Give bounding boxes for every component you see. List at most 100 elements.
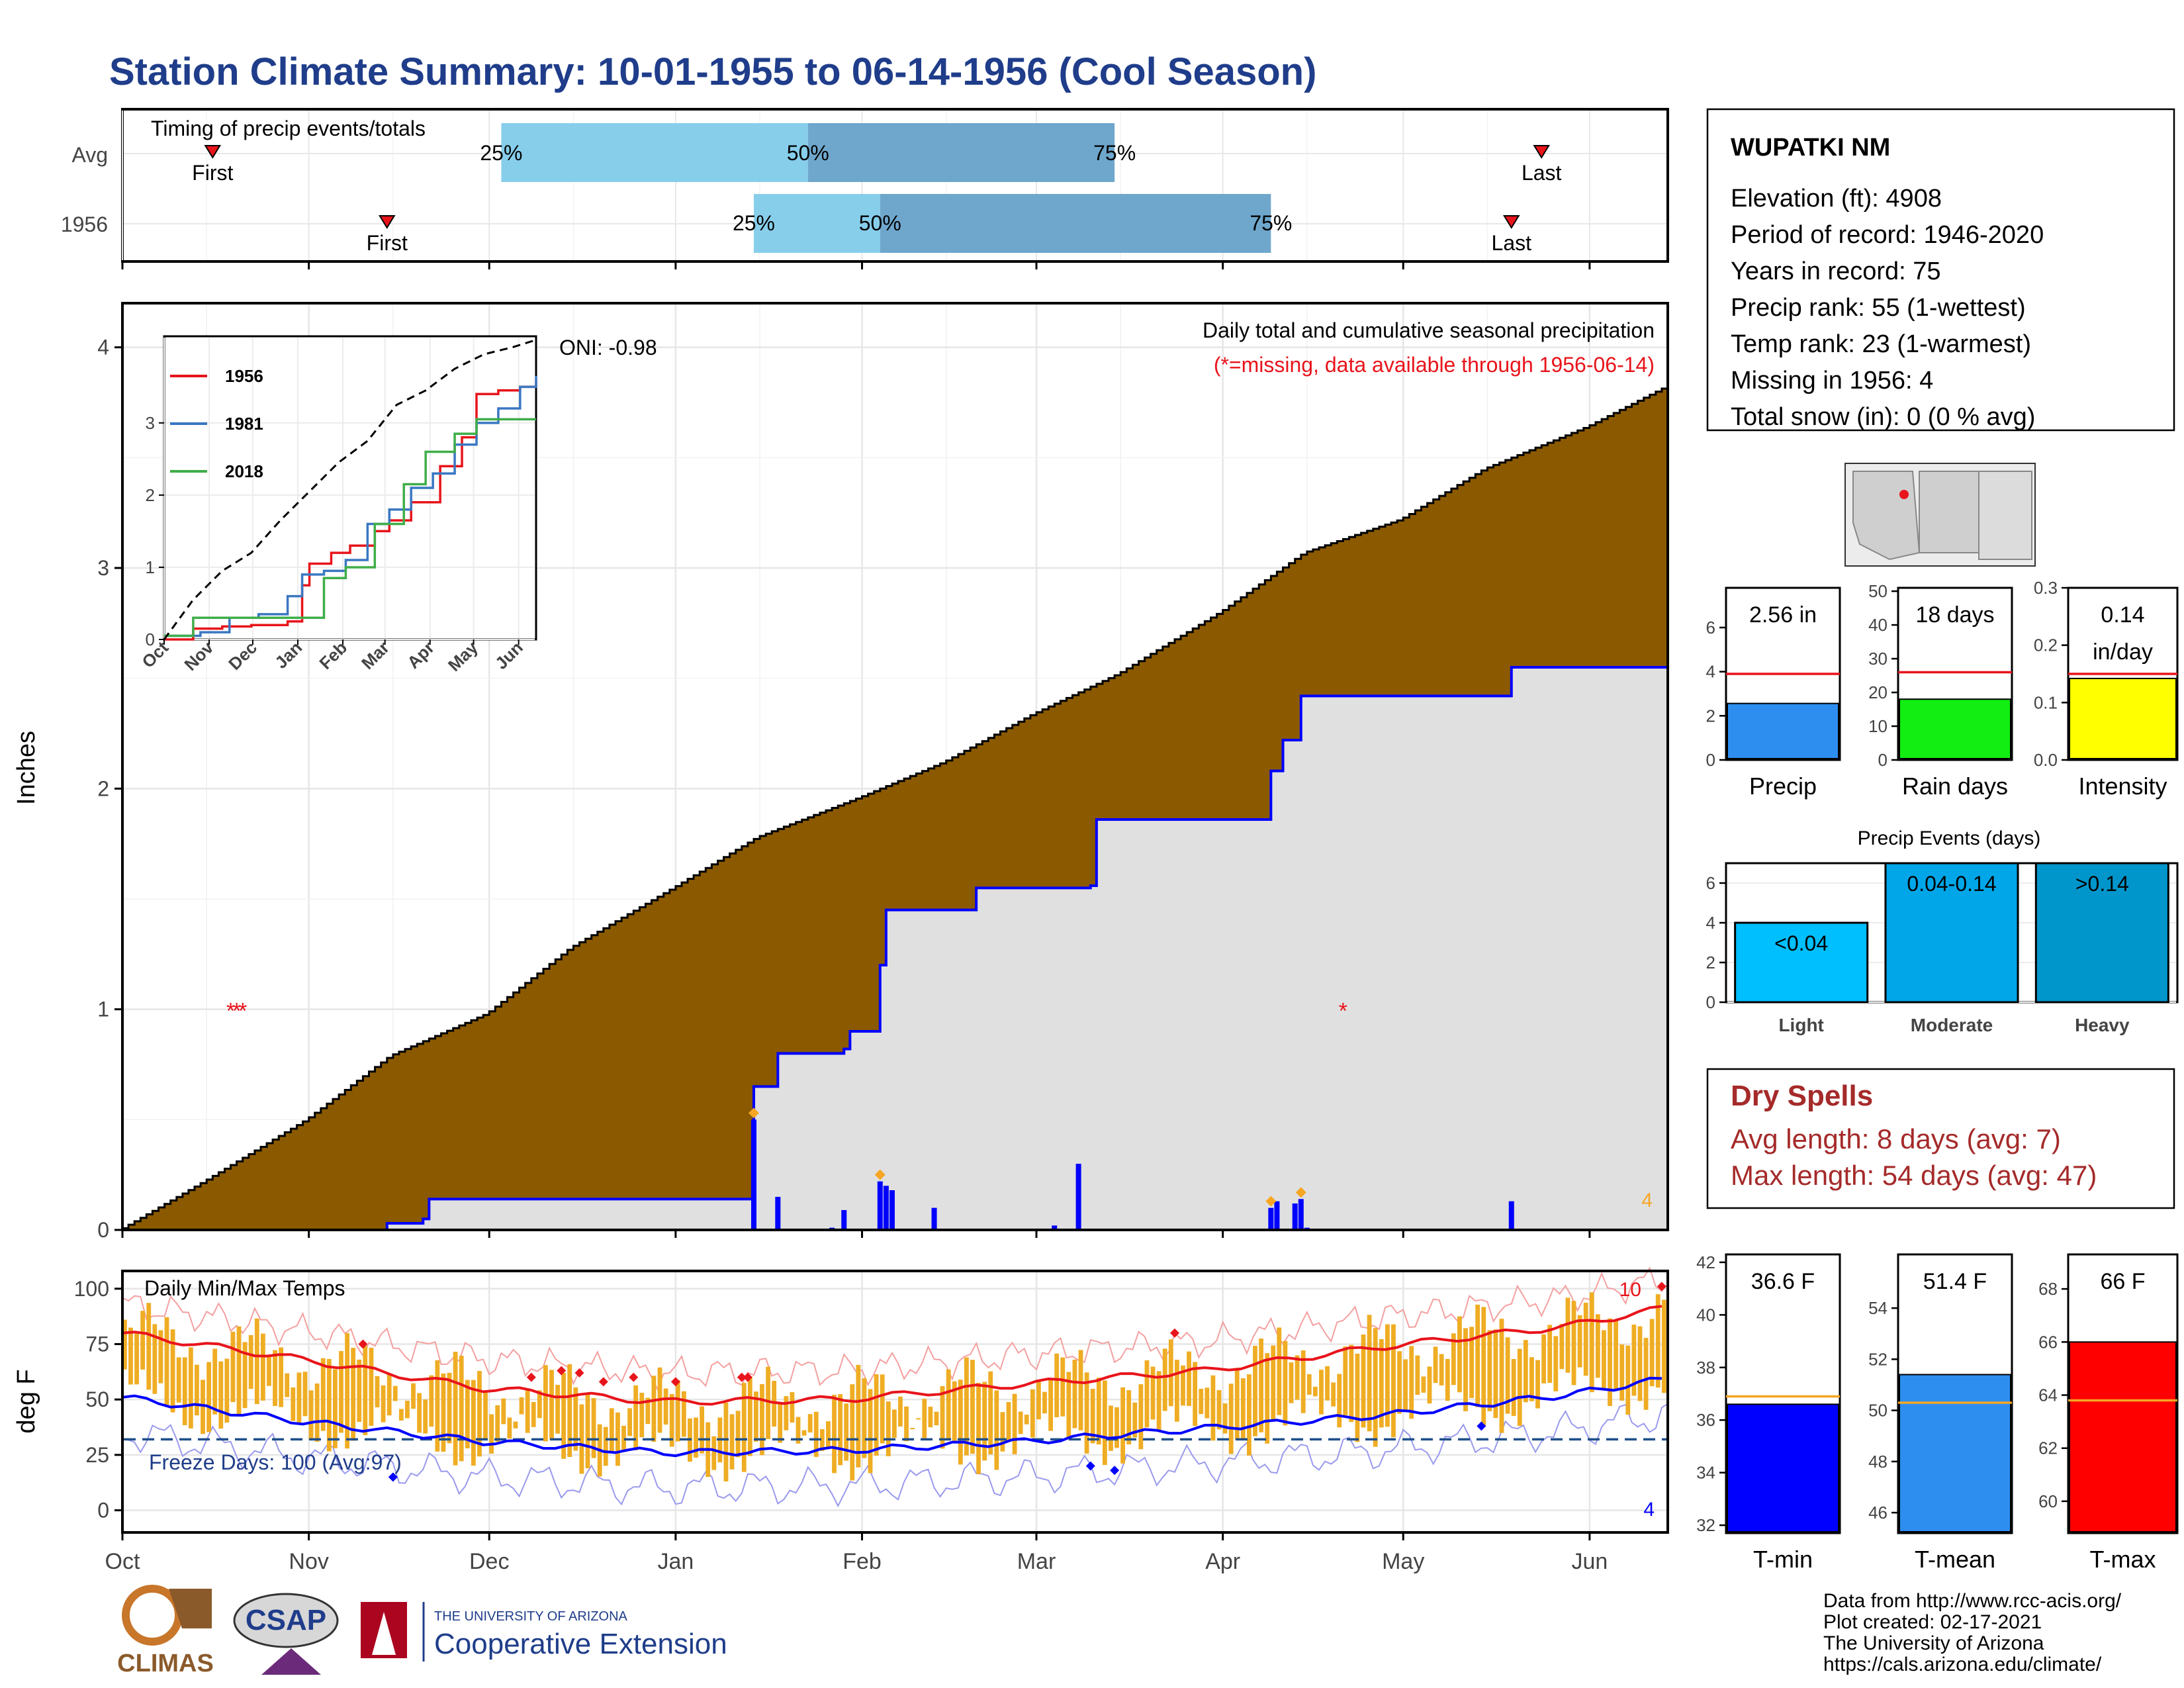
record-high-marker: [1169, 1328, 1179, 1338]
csap-logo-cloud: [233, 1593, 339, 1648]
daily-precip-marker: [1265, 1196, 1277, 1207]
daily-temp-bar: [1228, 1383, 1234, 1454]
small-chart-tick-label: 40: [1696, 1305, 1715, 1325]
events-bar: [1734, 921, 1869, 1004]
daily-temp-bar: [555, 1384, 560, 1434]
daily-temp-bar: [1072, 1359, 1077, 1429]
footer-line: https://cals.arizona.edu/climate/: [1823, 1654, 2102, 1675]
daily-precip-bar: [841, 1210, 847, 1230]
daily-temp-bar: [1187, 1351, 1191, 1406]
daily-temp-bar: [519, 1397, 524, 1415]
small-chart-tick-label: 68: [2038, 1279, 2058, 1299]
daily-temp-bar: [916, 1418, 921, 1420]
avg-min-line: [122, 1376, 1662, 1458]
events-plot-layers: 0 2 4 6 <0.04 Light 0.04-0.14 Moderate >0.14 Heav…: [1706, 862, 2179, 1035]
daily-temp-bar: [531, 1401, 536, 1427]
daily-temp-bar: [790, 1392, 795, 1423]
daily-temp-bar: [1193, 1362, 1198, 1427]
daily-temp-bar: [1661, 1299, 1666, 1393]
map-arizona: [1852, 471, 1921, 561]
daily-temp-bar: [128, 1327, 133, 1385]
daily-temp-bar: [1379, 1338, 1384, 1428]
month-axis-label: May: [1382, 1549, 1424, 1574]
daily-temp-bar: [267, 1356, 271, 1386]
daily-temp-bar: [351, 1348, 356, 1441]
daily-temp-bar: [1385, 1324, 1390, 1427]
daily-temp-bar: [291, 1387, 296, 1421]
timing-last-label: Last: [1522, 161, 1562, 185]
month-axis-label: Oct: [105, 1549, 140, 1574]
daily-temp-bar: [1451, 1333, 1456, 1385]
main-y-tick-label: 2: [97, 776, 109, 800]
daily-temp-bar: [1403, 1359, 1408, 1411]
ua-logo-small-text: THE UNIVERSITY OF ARIZONA: [434, 1609, 628, 1624]
daily-temp-bar: [591, 1398, 596, 1458]
main-subtitle: (*=missing, data available through 1956-…: [1214, 353, 1655, 377]
daily-temp-bar: [891, 1409, 897, 1438]
daily-temp-bar: [357, 1359, 362, 1422]
daily-precip-bar: [775, 1197, 781, 1230]
events-bar-label: >0.14: [2075, 872, 2129, 896]
small-chart-bar: [2069, 677, 2177, 760]
small-chart-t-max: 60 62 64 66 68 66 F T-max: [2038, 1253, 2179, 1573]
small-chart-value-label: 36.6 F: [1751, 1269, 1815, 1294]
station-line: Precip rank: 55 (1-wettest): [1731, 294, 2026, 322]
daily-temp-bar: [1493, 1329, 1498, 1419]
temperature-chart: 0 25 50 75 100 Oct Nov Dec Jan Feb Mar Apr May Jun Da…: [13, 1266, 1669, 1574]
daily-temp-bar: [1216, 1390, 1222, 1430]
daily-precip-bar: [1298, 1199, 1304, 1230]
daily-temp-bar: [747, 1376, 752, 1456]
daily-temp-bar: [477, 1371, 482, 1457]
small-chart-tick-label: 0.2: [2034, 635, 2058, 655]
daily-temp-bar: [1409, 1346, 1414, 1419]
daily-temp-bar: [1415, 1355, 1420, 1395]
small-chart-tick-label: 30: [1868, 649, 1888, 669]
footer-line: The University of Arizona: [1823, 1632, 2044, 1654]
daily-temp-bar: [898, 1396, 903, 1427]
daily-temp-bar: [381, 1385, 386, 1423]
daily-temp-bar: [224, 1358, 230, 1423]
daily-temp-bar: [549, 1370, 554, 1440]
daily-temp-bar: [964, 1357, 969, 1456]
daily-temp-bar: [1637, 1326, 1643, 1401]
daily-temp-bar: [1096, 1378, 1101, 1445]
month-axis-label: Dec: [469, 1549, 509, 1574]
daily-temp-bar: [651, 1376, 657, 1442]
daily-temp-bar: [621, 1425, 626, 1452]
events-tick-label: 2: [1706, 953, 1715, 972]
daily-temp-bar: [441, 1373, 446, 1452]
daily-temp-bar: [1349, 1344, 1354, 1423]
daily-temp-bar: [363, 1346, 368, 1436]
small-chart-tick-label: 50: [1868, 581, 1888, 601]
daily-temp-bar: [254, 1318, 259, 1405]
station-line: Elevation (ft): 4908: [1731, 185, 1942, 212]
small-chart-tick-label: 60: [2038, 1491, 2058, 1511]
daily-temp-bar: [495, 1405, 500, 1442]
daily-temp-bar: [1078, 1350, 1083, 1430]
timing-pct-50: 50%: [859, 211, 901, 235]
daily-temp-bar: [1181, 1365, 1185, 1406]
map-neighbors: [1978, 471, 2032, 560]
station-name: WUPATKI NM: [1731, 134, 1890, 162]
daily-temp-bar: [242, 1342, 248, 1409]
daily-temp-bar: [561, 1373, 567, 1459]
csap-logo: CSAP: [233, 1593, 339, 1675]
daily-temp-bar: [1084, 1372, 1089, 1454]
timing-pct-50: 50%: [787, 141, 829, 165]
daily-temp-bar: [417, 1393, 422, 1433]
daily-temp-bar: [1265, 1353, 1270, 1444]
temp-y-tick-label: 75: [85, 1332, 109, 1356]
daily-temp-bar: [1240, 1378, 1246, 1440]
daily-temp-bar: [489, 1414, 494, 1454]
daily-temp-bar: [483, 1391, 488, 1440]
small-chart-xlabel: Intensity: [2078, 773, 2167, 800]
station-line: Missing in 1956: 4: [1731, 367, 1933, 395]
daily-precip-bar: [877, 1181, 883, 1230]
daily-temp-bar: [1505, 1337, 1510, 1414]
record-high-marker: [743, 1372, 752, 1382]
daily-precip-bar: [1052, 1225, 1058, 1230]
inset-y-tick-label: 1: [146, 557, 155, 577]
map-station-dot: [1899, 490, 1909, 499]
